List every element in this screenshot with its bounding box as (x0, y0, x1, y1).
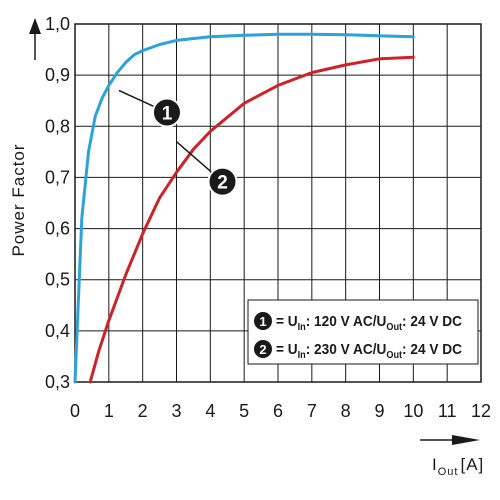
legend-badge-number: 2 (259, 342, 266, 357)
y-tick-label: 0,8 (45, 116, 70, 136)
x-tick-label: 12 (471, 401, 491, 421)
x-tick-label: 7 (307, 401, 317, 421)
x-axis-title-group: IOut [A] (420, 435, 484, 478)
legend-box (247, 299, 479, 365)
y-tick-label: 1,0 (45, 14, 70, 34)
legend-entry-2: = UIn: 230 V AC/UOut: 24 V DC (276, 341, 462, 361)
annotation-label-2: 2 (217, 173, 228, 194)
x-tick-label: 8 (341, 401, 351, 421)
x-tick-label: 5 (239, 401, 249, 421)
x-tick-label: 10 (403, 401, 423, 421)
x-tick-label: 0 (70, 401, 80, 421)
y-axis-title: Power Factor (9, 143, 28, 256)
y-tick-label: 0,9 (45, 65, 70, 85)
series-lines (73, 32, 415, 384)
x-axis-arrowhead (452, 435, 480, 445)
legend-badge-2 (254, 340, 272, 358)
x-tick-label: 3 (171, 401, 181, 421)
series-line-1 (73, 32, 415, 384)
x-tick-label: 9 (374, 401, 384, 421)
annotation-badge-1 (151, 97, 182, 128)
series-line-2 (88, 55, 415, 384)
x-tick-label: 1 (104, 401, 114, 421)
curve-annotations: 12 (118, 89, 238, 197)
y-tick-label: 0,7 (45, 167, 70, 187)
annotation-badge-2 (207, 166, 238, 197)
y-tick-labels: 0,3 0,4 0,5 0,6 0,7 0,8 0,9 1,0 (45, 14, 70, 392)
y-axis-title-group: Power Factor (9, 18, 41, 257)
legend-entry-1: = UIn: 120 V AC/UOut: 24 V DC (276, 313, 462, 333)
y-tick-label: 0,6 (45, 219, 70, 239)
y-tick-label: 0,5 (45, 270, 70, 290)
x-axis-title: IOut [A] (432, 455, 484, 478)
x-tick-label: 4 (205, 401, 215, 421)
y-tick-label: 0,4 (45, 321, 70, 341)
legend-badge-1 (254, 312, 272, 330)
x-tick-label: 2 (138, 401, 148, 421)
legend: 1 = UIn: 120 V AC/UOut: 24 V DC 2 = UIn: 23… (247, 299, 479, 365)
x-tick-label: 11 (438, 401, 457, 421)
annotation-label-1: 1 (162, 103, 173, 124)
y-tick-label: 0,3 (45, 372, 70, 392)
legend-badge-number: 1 (259, 314, 266, 329)
y-axis-arrowhead (29, 18, 41, 34)
x-tick-labels: 0 1 2 3 4 5 6 7 8 9 10 11 12 (70, 401, 491, 421)
x-tick-label: 6 (273, 401, 283, 421)
